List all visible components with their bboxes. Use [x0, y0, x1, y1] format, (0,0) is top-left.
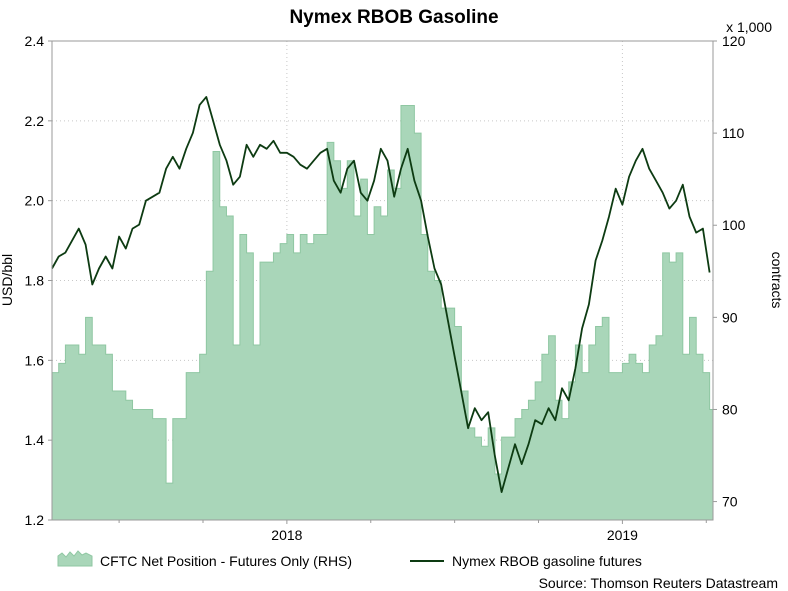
legend-area-swatch — [57, 550, 93, 567]
line-series-rbob-futures — [51, 96, 711, 494]
left-tick-label: 2.0 — [25, 193, 45, 209]
right-tick-label: 120 — [722, 33, 746, 49]
left-tick-label: 1.2 — [25, 512, 45, 528]
chart-title: Nymex RBOB Gasoline — [289, 7, 498, 28]
right-tick-label: 110 — [722, 125, 745, 141]
left-axis: 1.2 1.4 1.6 1.8 2.0 2.2 2.4 — [25, 33, 52, 528]
right-tick-label: 70 — [722, 494, 738, 510]
left-tick-label: 1.8 — [25, 273, 45, 289]
x-tick-label: 2019 — [607, 527, 638, 543]
source-note: Source: Thomson Reuters Datastream — [539, 575, 778, 591]
left-tick-label: 2.4 — [25, 33, 45, 49]
right-axis-title: contracts — [769, 252, 785, 309]
x-tick-label: 2018 — [271, 527, 302, 543]
left-tick-label: 2.2 — [25, 113, 45, 129]
right-multiplier-label: x 1,000 — [726, 19, 772, 35]
line-series — [51, 96, 711, 494]
area-series-cftc-net-position — [51, 104, 714, 521]
legend-line-label: Nymex RBOB gasoline futures — [452, 553, 642, 569]
left-tick-label: 1.4 — [25, 432, 45, 448]
legend-area-label: CFTC Net Position - Futures Only (RHS) — [100, 553, 352, 569]
x-axis: 2018 2019 — [118, 520, 707, 543]
right-axis: 70 80 90 100 110 120 — [713, 33, 746, 510]
right-tick-label: 100 — [722, 217, 746, 233]
legend-item-line: Nymex RBOB gasoline futures — [410, 553, 642, 569]
right-tick-label: 90 — [722, 309, 738, 325]
area-series — [51, 104, 714, 521]
legend: CFTC Net Position - Futures Only (RHS) N… — [57, 550, 642, 569]
legend-item-area: CFTC Net Position - Futures Only (RHS) — [57, 550, 352, 569]
right-tick-label: 80 — [722, 401, 738, 417]
left-tick-label: 1.6 — [25, 352, 45, 368]
left-axis-title: USD/bbl — [0, 254, 15, 306]
